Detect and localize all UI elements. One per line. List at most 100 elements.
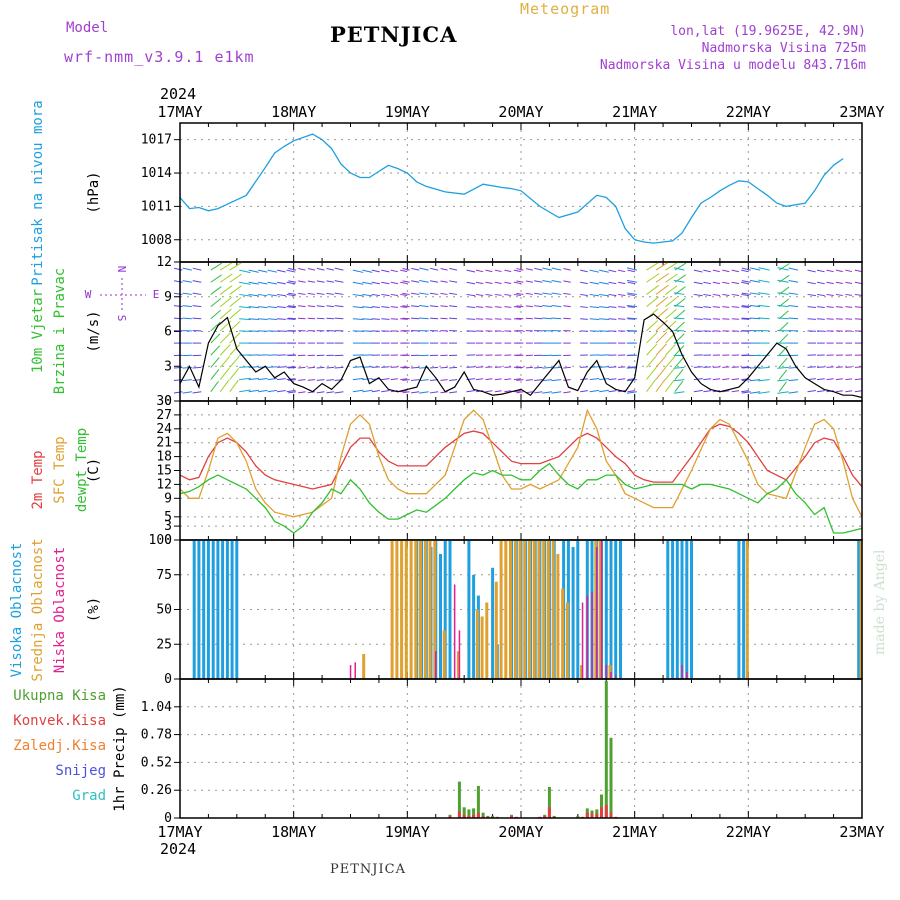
wind-arrow <box>599 281 609 285</box>
wind-arrow <box>173 292 183 295</box>
wind-arrow <box>665 285 678 295</box>
wind-arrow <box>542 280 552 283</box>
wind-arrow <box>449 305 458 308</box>
wind-arrow <box>758 292 770 295</box>
wind-arrow <box>580 390 588 393</box>
cloud-bar <box>608 665 612 679</box>
y-tick-label: 9 <box>164 491 172 506</box>
y-tick-label: 12 <box>156 477 172 492</box>
wind-sublabel: Brzina i Pravac <box>52 268 68 394</box>
wind-arrow <box>580 269 588 273</box>
wind-arrow <box>854 293 862 296</box>
wind-arrow <box>712 269 720 273</box>
wind-arrow <box>192 305 202 308</box>
wind-arrow <box>741 292 751 295</box>
cloud-bar <box>614 540 618 679</box>
wind-arrow <box>400 390 408 393</box>
wind-arrow <box>788 379 799 382</box>
wind-arrow <box>219 273 233 283</box>
wind-arrow <box>835 318 843 320</box>
wind-arrow <box>239 306 251 309</box>
precip-bar <box>467 809 471 818</box>
wind-arrow <box>712 366 721 368</box>
cloud-bar <box>216 540 220 679</box>
wind-arrow <box>589 306 600 309</box>
wind-arrow <box>173 366 183 369</box>
wind-arrow <box>826 378 834 381</box>
precip-bar <box>448 815 452 818</box>
wind-arrow <box>411 379 420 381</box>
cloud-bar <box>202 540 206 679</box>
wind-arrow <box>816 269 825 273</box>
wind-arrow <box>542 366 552 369</box>
wind-arrow <box>182 280 192 283</box>
y-tick-label: 18 <box>156 450 172 465</box>
wind-arrow <box>655 355 667 368</box>
wind-arrow <box>494 378 502 381</box>
wind-arrow <box>788 292 799 295</box>
wind-arrow <box>731 378 740 381</box>
y-tick-label: 27 <box>156 408 172 423</box>
precip-bar <box>472 814 476 818</box>
wind-arrow <box>599 318 610 320</box>
wind-arrow <box>286 306 296 309</box>
cloud-bar <box>546 540 550 679</box>
wind-arrow <box>182 317 192 320</box>
wind-arrow <box>693 378 703 381</box>
wind-arrow <box>627 269 635 273</box>
cloud-panel <box>174 539 863 680</box>
wind-arrow <box>239 269 251 274</box>
wind-arrow <box>267 318 278 320</box>
wind-arrow <box>589 293 600 297</box>
wind-arrow <box>516 317 524 320</box>
wind-arrow <box>173 305 183 308</box>
wind-arrow <box>854 390 862 393</box>
x-tick-label-bottom: 18MAY <box>271 823 316 841</box>
wind-arrow <box>362 389 373 393</box>
wind-arrow <box>741 269 749 273</box>
wind-arrow <box>542 317 552 320</box>
wind-arrow <box>402 366 410 369</box>
chart-title: Meteogram <box>520 0 611 18</box>
wind-arrow <box>534 317 543 320</box>
wind-arrow <box>563 292 571 295</box>
wind-arrow <box>248 377 259 381</box>
wind-arrow <box>551 267 562 271</box>
wind-arrow <box>513 390 521 393</box>
wind-arrow <box>816 390 825 393</box>
wind-arrow <box>599 306 610 309</box>
wind-arrow <box>276 269 286 273</box>
wind-arrow <box>788 305 799 308</box>
cloud-bar <box>742 540 746 679</box>
wind-arrow <box>449 379 458 381</box>
cloud-bar <box>580 665 584 679</box>
cloud-bar <box>615 674 617 679</box>
precip-frame <box>179 678 863 819</box>
wind-arrow <box>580 306 588 308</box>
wind-arrow <box>712 378 721 381</box>
temperature-frame <box>179 400 863 541</box>
cloud-high-label: Visoka Oblacnost <box>9 543 25 678</box>
wind-arrow <box>288 317 297 320</box>
wind-arrow <box>646 379 657 393</box>
wind-arrow <box>440 280 448 283</box>
wind-arrow <box>646 320 659 332</box>
wind-arrow <box>835 281 843 285</box>
wind-arrow <box>298 292 306 295</box>
wind-arrow <box>646 296 659 307</box>
wind-arrow <box>741 390 750 393</box>
cloud-bar <box>206 540 210 679</box>
wind-arrow <box>741 366 751 369</box>
wind-arrow <box>182 292 192 295</box>
wind-arrow <box>288 267 297 271</box>
wind-arrow <box>390 378 399 381</box>
series-line-pritisak-na-nivou-mora <box>179 133 844 244</box>
wind-arrow <box>286 378 296 381</box>
y-tick-label: 1011 <box>141 199 172 214</box>
wind-arrow <box>749 317 761 320</box>
wind-arrow <box>267 281 278 285</box>
wind-arrow <box>352 306 364 309</box>
cloud-bar <box>509 540 512 679</box>
wind-arrow <box>239 281 251 285</box>
cloud-bar <box>859 540 863 679</box>
